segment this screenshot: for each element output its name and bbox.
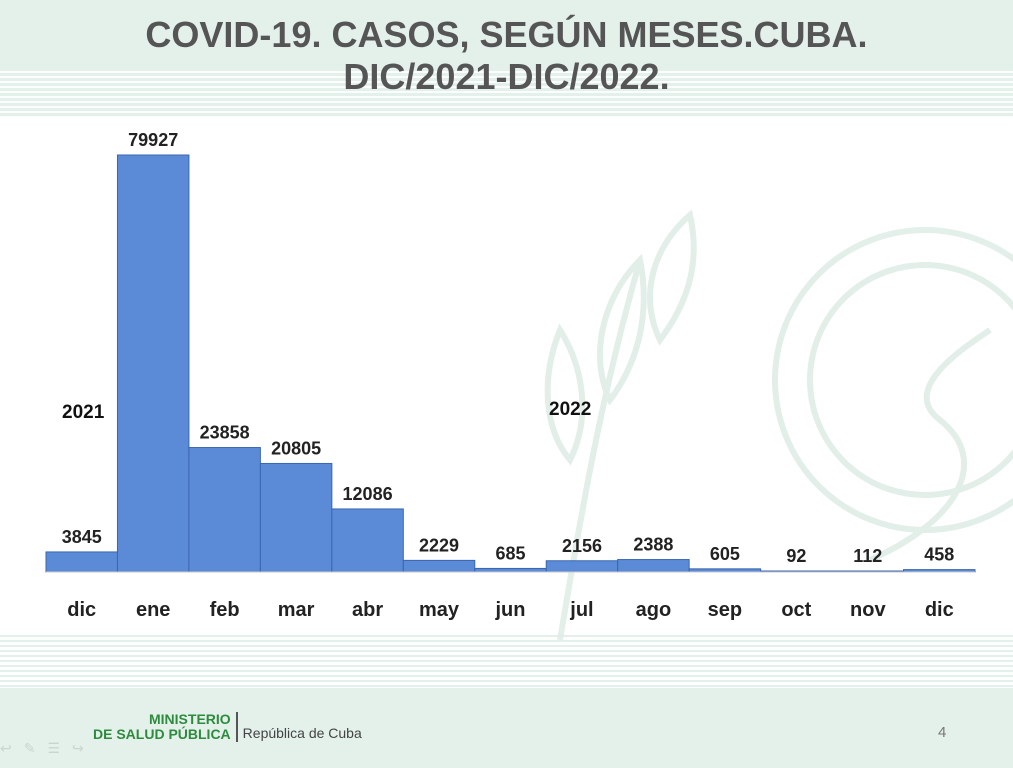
value-label: 79927	[128, 130, 178, 150]
category-label: nov	[850, 599, 886, 621]
value-label: 23858	[200, 423, 250, 443]
left-arrow-icon[interactable]: ↩	[0, 740, 12, 756]
bar-may-5	[402, 559, 476, 573]
category-label: abr	[352, 599, 383, 621]
year-annotation-2021: 2021	[62, 402, 105, 423]
category-label: may	[419, 599, 460, 621]
bar-mar-3	[259, 462, 333, 573]
category-labels-group: dic ene feb mar abr may jun jul ago sep oct nov dic	[67, 599, 953, 621]
category-label: oct	[781, 599, 811, 621]
bar-feb-2	[188, 447, 261, 573]
bar-ago-8	[617, 559, 690, 573]
emblem-inner-ring	[807, 262, 1013, 498]
bar-jul-7	[545, 560, 619, 573]
ministry-logo: MINISTERIO DE SALUD PÚBLICA República de…	[93, 712, 362, 742]
bar-abr-4	[331, 508, 404, 573]
bar-dic-0	[45, 551, 118, 573]
bar-chart: 3845 79927 23858 20805 12086 2229 685 2156 2388 6…	[45, 130, 976, 621]
value-label: 3845	[62, 527, 102, 547]
category-label: jun	[495, 599, 526, 621]
value-label: 605	[710, 544, 740, 564]
category-label: ago	[636, 599, 672, 621]
ministry-line-1: MINISTERIO	[149, 711, 231, 727]
value-label: 2156	[562, 536, 602, 556]
value-label: 458	[924, 545, 954, 565]
leaf-2	[647, 209, 697, 346]
bar-jun-6	[474, 567, 547, 573]
value-labels-group: 3845 79927 23858 20805 12086 2229 685 2156 2388 6…	[62, 130, 955, 566]
value-label: 112	[853, 546, 882, 566]
emblem-serpent	[868, 327, 992, 563]
footer-stripes	[0, 632, 1013, 688]
bar-ene-1	[116, 154, 190, 573]
category-label: dic	[67, 599, 96, 621]
value-label: 92	[786, 546, 806, 566]
value-label: 2388	[633, 535, 673, 555]
value-label: 12086	[343, 484, 393, 504]
value-label: 20805	[271, 438, 321, 458]
bars-group	[45, 154, 976, 573]
page-number: 4	[938, 724, 947, 741]
pen-icon[interactable]: ✎	[23, 740, 36, 756]
leaf-stem	[557, 259, 643, 641]
year-annotation-2022: 2022	[549, 399, 591, 420]
category-label: dic	[925, 599, 954, 621]
value-label: 685	[495, 543, 525, 563]
category-label: sep	[708, 599, 742, 621]
slideshow-nav: ↩ ✎ ☰ ↪	[0, 740, 84, 757]
header-stripes	[0, 68, 1013, 118]
leaf-3	[544, 323, 586, 466]
ministry-line-2: DE SALUD PÚBLICA	[93, 726, 231, 742]
category-label: ene	[136, 599, 170, 621]
category-label: mar	[278, 599, 315, 621]
republic-label: República de Cuba	[242, 725, 362, 741]
right-arrow-icon[interactable]: ↪	[72, 740, 84, 756]
ministry-name: MINISTERIO DE SALUD PÚBLICA	[93, 712, 238, 742]
category-label: feb	[210, 599, 240, 621]
footer-band	[0, 688, 1013, 768]
leaf-1	[597, 253, 647, 406]
title-line-1: COVID-19. CASOS, SEGÚN MESES.CUBA.	[145, 14, 868, 55]
value-label: 2229	[419, 535, 459, 555]
title-line-2: DIC/2021-DIC/2022.	[343, 56, 670, 97]
category-label: jul	[569, 599, 593, 621]
slide-title: COVID-19. CASOS, SEGÚN MESES.CUBA. DIC/2…	[0, 14, 1013, 98]
menu-icon[interactable]: ☰	[47, 740, 61, 756]
